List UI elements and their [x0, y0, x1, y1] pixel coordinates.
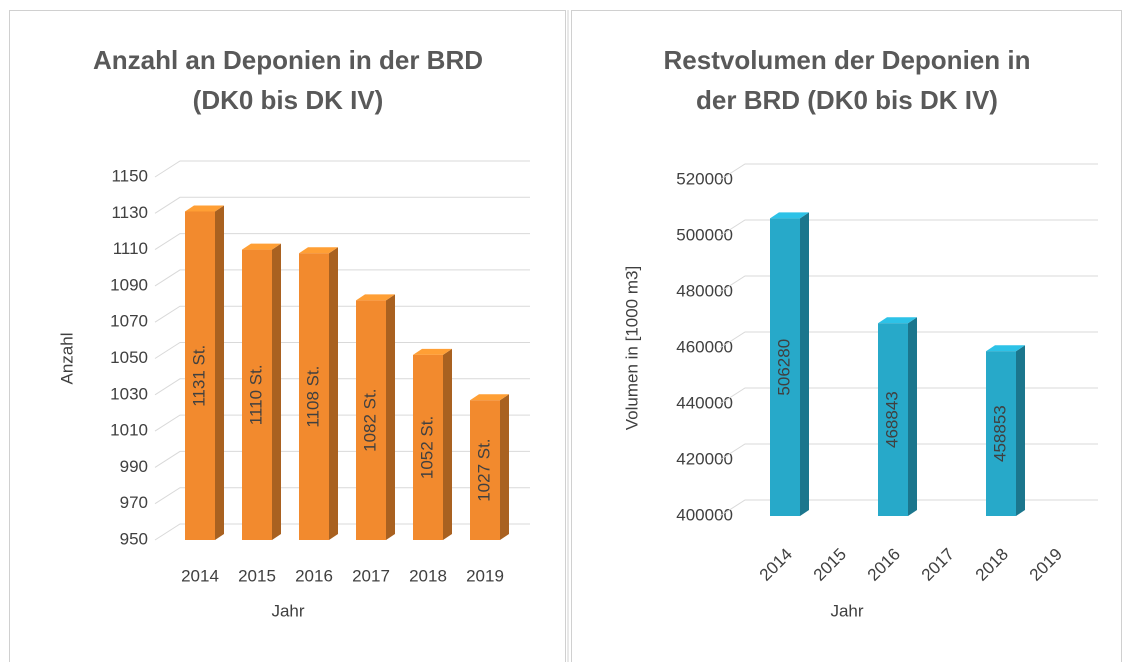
bar-top	[242, 243, 281, 250]
bar	[242, 249, 272, 540]
x-tick-label: 2015	[810, 545, 850, 585]
bar-top	[185, 205, 224, 212]
grid-line	[154, 233, 530, 251]
bar-side	[500, 394, 509, 540]
y-tick-label: 400000	[676, 505, 733, 524]
y-tick-label: 1030	[110, 384, 148, 403]
grid-line	[154, 342, 530, 359]
y-tick-label: 1130	[111, 203, 148, 222]
bar	[470, 400, 500, 540]
bar	[413, 354, 443, 540]
x-axis-label: Jahr	[830, 601, 863, 620]
data-label: 1027 St.	[474, 438, 493, 501]
data-label: 1082 St.	[360, 389, 379, 452]
y-tick-label: 1110	[113, 239, 148, 258]
x-tick-label: 2017	[918, 545, 958, 585]
grid-line	[719, 443, 1098, 461]
chart-title: Anzahl an Deponien in der BRD	[93, 45, 483, 75]
grid-line	[719, 275, 1098, 293]
chart-title: Restvolumen der Deponien in	[664, 45, 1031, 75]
grid-line	[719, 499, 1098, 517]
y-tick-label: 1070	[110, 312, 148, 331]
panel	[9, 10, 566, 662]
y-tick-label: 990	[120, 457, 148, 476]
data-label: 1110 St.	[246, 364, 265, 425]
y-tick-label: 440000	[676, 393, 733, 412]
bar-top	[299, 247, 338, 254]
y-tick-label: 950	[120, 529, 148, 548]
y-axis-label: Anzahl	[57, 333, 76, 385]
bar	[299, 253, 329, 541]
grid-line	[719, 331, 1098, 349]
bar	[185, 211, 215, 541]
bar-side	[329, 247, 338, 541]
bar	[986, 351, 1016, 516]
x-tick-label: 2018	[972, 545, 1012, 585]
data-label: 506280	[774, 339, 793, 396]
data-label: 468843	[882, 391, 901, 448]
bar	[356, 300, 386, 540]
x-tick-label: 2016	[295, 566, 333, 585]
bar-side	[1016, 345, 1025, 516]
y-tick-label: 520000	[676, 169, 733, 188]
data-label: 1052 St.	[417, 416, 436, 479]
bar-side	[386, 294, 395, 540]
x-tick-label: 2015	[238, 566, 276, 585]
bar-top	[356, 294, 395, 301]
bar-side	[272, 243, 281, 540]
chart-title: der BRD (DK0 bis DK IV)	[696, 85, 998, 115]
bar-top	[770, 212, 809, 219]
y-axis-label: Volumen in [1000 m3]	[622, 266, 641, 430]
grid-line	[719, 387, 1098, 405]
x-tick-label: 2018	[409, 566, 447, 585]
grid-line	[154, 305, 530, 323]
x-tick-label: 2017	[352, 566, 390, 585]
x-tick-label: 2014	[756, 545, 796, 585]
bar-side	[908, 317, 917, 516]
grid-line	[719, 163, 1098, 181]
y-tick-label: 1010	[110, 421, 148, 440]
bar	[878, 323, 908, 516]
bar	[770, 218, 800, 516]
y-tick-label: 480000	[676, 281, 733, 300]
y-tick-label: 970	[120, 493, 148, 512]
grid-line	[154, 269, 530, 287]
x-axis-label: Jahr	[271, 601, 304, 620]
y-tick-label: 1090	[110, 275, 148, 294]
data-label: 458853	[990, 405, 1009, 462]
bar-top	[413, 348, 452, 355]
y-tick-label: 1150	[111, 166, 148, 185]
x-tick-label: 2014	[181, 566, 219, 585]
x-tick-label: 2019	[466, 566, 504, 585]
y-tick-label: 420000	[676, 449, 733, 468]
grid-line	[154, 160, 530, 178]
data-label: 1131 St.	[189, 345, 208, 407]
x-tick-label: 2016	[864, 545, 904, 585]
bar-top	[878, 317, 917, 324]
grid-line	[719, 219, 1098, 237]
bar-side	[800, 212, 809, 516]
grid-line	[154, 196, 530, 214]
y-tick-label: 1050	[110, 348, 148, 367]
y-tick-label: 500000	[676, 225, 733, 244]
data-label: 1108 St.	[303, 366, 322, 428]
bar-side	[215, 205, 224, 541]
bar-top	[986, 345, 1025, 352]
bar-side	[443, 348, 452, 540]
panel	[571, 10, 1122, 662]
chart-title: (DK0 bis DK IV)	[193, 85, 384, 115]
y-tick-label: 460000	[676, 337, 733, 356]
bar-top	[470, 394, 509, 401]
x-tick-label: 2019	[1026, 545, 1066, 585]
